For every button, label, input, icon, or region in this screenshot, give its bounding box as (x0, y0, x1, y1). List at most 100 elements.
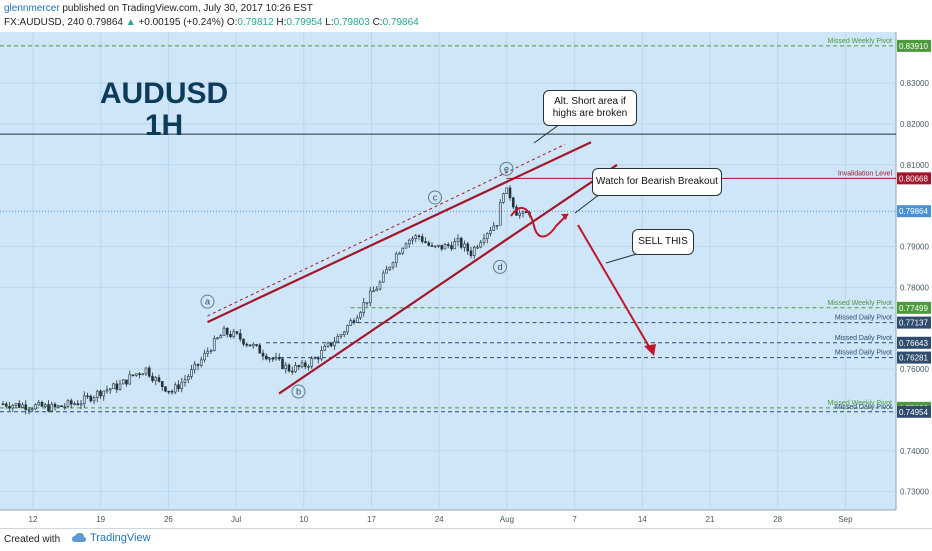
candle-body (261, 352, 265, 357)
wave-label: b (296, 387, 301, 397)
candle-body (290, 370, 294, 373)
candle-body (411, 238, 414, 241)
up-arrow-icon: ▲ (125, 17, 136, 28)
chart-title-block: AUDUSD 1H (84, 78, 244, 142)
x-tick-label: Jul (231, 515, 241, 524)
candle-body (281, 358, 284, 369)
open-value: 0.79812 (237, 17, 274, 28)
candle-body (108, 388, 112, 391)
candle-body (157, 377, 161, 382)
open-label: O: (226, 17, 238, 28)
chart-title: AUDUSD (99, 77, 229, 110)
candle-body (50, 403, 54, 412)
sell-arrow-line (577, 224, 652, 351)
candle-body (8, 406, 11, 409)
x-tick-label: 19 (96, 515, 105, 524)
pivot-price-label: 0.80668 (899, 174, 928, 183)
candle-body (459, 237, 463, 248)
y-tick-label: 0.79000 (900, 242, 929, 251)
candle-body (141, 373, 145, 376)
candle-body (43, 404, 47, 407)
candle-body (248, 344, 252, 347)
pivot-price-label: 0.74954 (899, 408, 928, 417)
candle-body (21, 404, 24, 408)
x-tick-label: 17 (367, 515, 376, 524)
candle-body (433, 245, 437, 248)
plot-area[interactable] (0, 32, 932, 528)
publish-info: glennmercer published on TradingView.com… (4, 3, 313, 14)
candle-body (372, 290, 375, 293)
candle-body (359, 312, 362, 319)
candle-body (1, 403, 5, 406)
candle-body (105, 389, 109, 392)
candle-body (443, 244, 447, 250)
author-link[interactable]: glennmercer (4, 3, 60, 14)
x-tick-label: 10 (299, 515, 308, 524)
candle-body (472, 246, 476, 256)
candle-body (56, 405, 60, 408)
candle-body (352, 320, 356, 323)
candle-body (495, 224, 499, 227)
candle-body (450, 245, 453, 250)
candle-body (225, 327, 229, 335)
candle-body (310, 358, 314, 367)
price-chart[interactable]: Missed Weekly Pivot 0.83910 Invalidation L… (0, 30, 932, 528)
candle-body (131, 374, 135, 377)
candle-body (479, 242, 483, 248)
candle-body (251, 344, 255, 347)
callout-bearish-breakout: Watch for Bearish Breakout (592, 168, 722, 196)
candle-body (14, 403, 18, 406)
pivot-name: Invalidation Level (838, 170, 893, 177)
candle-body (34, 404, 37, 410)
candle-body (303, 362, 307, 367)
plot-background (0, 32, 896, 510)
price-change: +0.00195 (+0.24%) (138, 17, 225, 28)
candle-body (336, 336, 340, 343)
candle-body (440, 244, 444, 250)
pivot-price-tag (897, 39, 931, 52)
high-label: H: (276, 17, 287, 28)
candle-body (271, 357, 275, 360)
tradingview-logo[interactable]: TradingView (72, 532, 151, 544)
candle-body (147, 367, 151, 377)
candle-body (333, 341, 336, 347)
grid (0, 32, 896, 510)
candle-body (492, 225, 496, 231)
pivot-price-tag (897, 405, 931, 418)
candle-body (203, 353, 206, 361)
wave-label: a (205, 297, 210, 307)
footer: Created with TradingView (0, 528, 932, 551)
candle-body (502, 193, 505, 203)
candle-body (154, 377, 158, 381)
pivot-price-label: 0.77137 (899, 319, 928, 328)
candle-body (375, 288, 379, 292)
candle-body (238, 333, 242, 340)
y-tick-label: 0.82000 (900, 120, 929, 129)
current-price-label: 0.79864 (899, 207, 928, 216)
x-tick-label: Sep (838, 515, 853, 524)
candle-body (277, 357, 281, 360)
wave-circle (291, 384, 306, 399)
wave-circle (200, 294, 215, 309)
candle-body (167, 390, 171, 393)
candle-body (255, 344, 258, 346)
chart-subtitle: 1H (144, 109, 184, 142)
wave-label: d (497, 262, 502, 272)
candle-body (521, 211, 525, 214)
x-tick-label: 14 (638, 515, 647, 524)
candle-body (274, 357, 278, 360)
candle-body (427, 242, 431, 246)
candle-body (339, 334, 343, 337)
candle-body (24, 404, 28, 410)
pivot-name: Missed Daily Pivot (835, 350, 892, 357)
candle-body (138, 373, 141, 376)
candle-body (368, 290, 372, 303)
candle-body (469, 250, 473, 256)
candle-body (300, 362, 304, 368)
x-tick-label: 24 (435, 515, 444, 524)
candle-body (489, 230, 492, 234)
candle-body (323, 346, 327, 351)
candle-body (63, 406, 67, 408)
wave-circle (428, 190, 442, 205)
candle-body (209, 350, 213, 352)
